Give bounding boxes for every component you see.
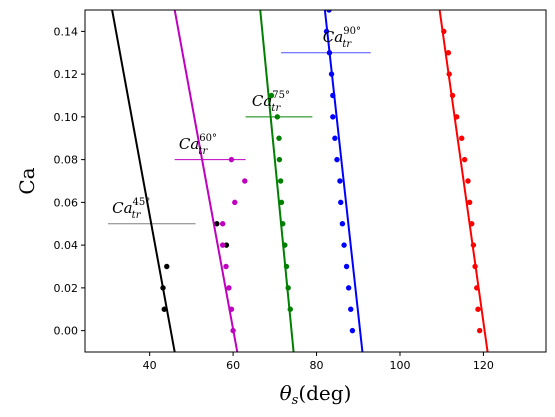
y-axis: 0.00 0.02 0.04 0.06 0.08 0.10 0.12 0.14 (54, 25, 85, 338)
plot-frame (84, 9, 547, 353)
plot-area (107, 10, 489, 352)
series-5-point-12 (449, 92, 456, 99)
x-axis: 40 60 80 100 120 (143, 352, 494, 372)
annotation-label-4: Ca90° tr (323, 26, 361, 50)
x-tick-label-40: 40 (143, 359, 157, 372)
series-2-fit-line (173, 10, 239, 352)
y-tick-label-1: 0.02 (54, 282, 79, 295)
series-2-point-3 (226, 285, 232, 291)
series-1-point-4 (223, 242, 230, 248)
series-5-point-3 (474, 285, 480, 291)
series-4-fit-line (323, 10, 364, 352)
series-4-point-16 (326, 10, 332, 13)
series-5-point-7 (466, 199, 473, 206)
series-4-point-13 (328, 71, 335, 77)
series-5-point-14 (445, 50, 452, 56)
series-4-point-8 (337, 178, 343, 184)
series-2-point-2 (228, 306, 235, 312)
series-5-point-4 (472, 263, 478, 270)
series-5-fit-line (438, 10, 489, 352)
series-3-point-5 (280, 221, 286, 227)
series-4-point-9 (334, 156, 340, 163)
y-tick-label-3: 0.06 (54, 196, 79, 209)
y-tick-label-4: 0.08 (54, 154, 79, 167)
series-4-point-1 (349, 327, 356, 334)
series-5-point-13 (446, 71, 452, 77)
series-3-point-6 (278, 199, 285, 206)
annotation-label-2: Ca60° tr (179, 133, 217, 157)
x-tick-label-120: 120 (473, 359, 494, 372)
y-tick-label-2: 0.04 (54, 239, 79, 252)
x-tick-label-80: 80 (310, 359, 324, 372)
series-1-point-3 (164, 263, 170, 270)
series-4-point-6 (339, 221, 346, 227)
series-3-point-9 (276, 135, 282, 141)
series-3-point-11 (268, 92, 275, 99)
series-1-point-5 (214, 221, 220, 227)
series-4-point-2 (348, 306, 354, 312)
series-4-point-11 (330, 114, 336, 120)
series-4-point-15 (323, 28, 330, 35)
series-5-point-6 (469, 221, 475, 227)
series-3-point-3 (283, 263, 290, 270)
series-1-point-1 (161, 306, 167, 312)
series-4-point-4 (343, 263, 350, 270)
series-2-point-1 (230, 327, 236, 334)
series-2-point-6 (219, 221, 226, 227)
series-5-point-10 (459, 135, 465, 141)
series-5-point-2 (475, 306, 481, 312)
series-3-fit-line (259, 10, 295, 352)
series-2-point-4 (223, 263, 229, 270)
series-4-point-12 (330, 92, 336, 99)
series-3-point-8 (276, 156, 283, 163)
series-1-fit-line (111, 10, 176, 352)
y-tick-label-6: 0.12 (54, 68, 79, 81)
annotation-label-1: Ca45° tr (112, 197, 150, 221)
annotation-label-3: Ca75° tr (252, 90, 290, 114)
series-4-point-14 (326, 50, 333, 56)
x-axis-title: θs(deg) (280, 381, 352, 408)
series-5-point-9 (461, 156, 468, 163)
series-3-point-1 (287, 306, 293, 312)
series-2-point-8 (242, 178, 248, 184)
series-5-point-5 (470, 242, 477, 248)
series-4-point-7 (338, 199, 344, 206)
series-3-point-7 (277, 178, 284, 184)
x-tick-label-100: 100 (389, 359, 410, 372)
y-tick-label-0: 0.00 (54, 325, 79, 338)
series-5-point-11 (454, 114, 460, 120)
series-1-point-2 (160, 285, 166, 291)
series-5-point-1 (476, 327, 483, 334)
series-2-point-5 (219, 242, 226, 248)
y-tick-label-5: 0.10 (54, 111, 79, 124)
series-4-point-10 (332, 135, 338, 141)
series-4-point-3 (345, 285, 352, 291)
series-3-point-4 (282, 242, 288, 248)
annotations: Ca45° tr Ca60° tr Ca75° tr Ca90° tr (112, 26, 361, 221)
series-3-point-2 (285, 285, 291, 291)
series-2-point-9 (228, 156, 235, 163)
x-tick-label-60: 60 (226, 359, 240, 372)
series-4-point-5 (341, 242, 347, 248)
y-axis-title: Ca (15, 167, 39, 194)
series-5-point-8 (465, 178, 471, 184)
series-3-point-10 (274, 114, 281, 120)
series-2-point-7 (232, 199, 238, 206)
series-5-point-15 (441, 28, 447, 35)
y-tick-label-7: 0.14 (54, 25, 79, 38)
